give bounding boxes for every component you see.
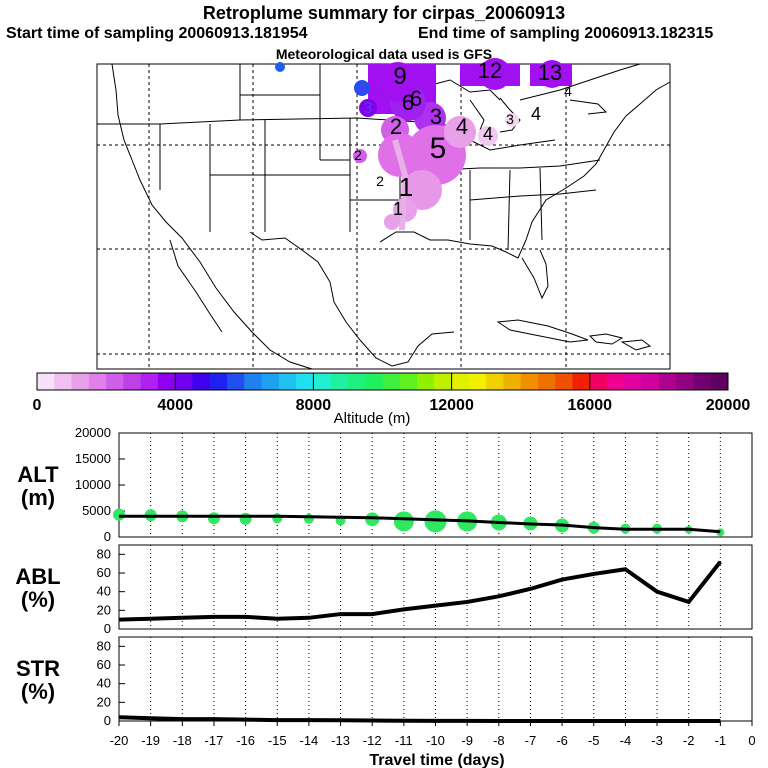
- alt-point: [113, 508, 125, 521]
- x-tick-label: -3: [651, 733, 663, 748]
- met-data-label: Meteorological data used is GFS: [275, 46, 493, 62]
- chart-title: Retroplume summary for cirpas_20060913: [202, 3, 566, 23]
- x-tick-label: -5: [588, 733, 600, 748]
- y-tick-label: 80: [97, 638, 111, 653]
- y-tick-label: 20: [97, 602, 111, 617]
- y-tick-label: 5000: [82, 503, 111, 518]
- x-axis-label: Travel time (days): [369, 752, 504, 768]
- alt-point: [424, 510, 447, 533]
- end-time-label: End time of sampling 20060913.182315: [418, 25, 714, 42]
- x-tick-label: -18: [173, 733, 192, 748]
- y-axis-unit: (m): [21, 485, 55, 510]
- y-tick-label: 0: [104, 529, 111, 544]
- x-tick-label: -1: [715, 733, 727, 748]
- x-tick-label: -9: [461, 733, 473, 748]
- x-tick-label: -8: [493, 733, 505, 748]
- y-tick-label: 40: [97, 676, 111, 691]
- y-tick-label: 60: [97, 657, 111, 672]
- panel-abl: 0 20 40 60 80 ABL(%): [15, 544, 753, 636]
- alt-point: [365, 512, 380, 527]
- alt-median-line: [119, 514, 721, 534]
- alt-point: [207, 512, 220, 525]
- y-tick-label: 0: [104, 621, 111, 636]
- y-tick-label: 10000: [75, 477, 111, 492]
- x-tick-label: -6: [556, 733, 568, 748]
- x-tick-label: -17: [205, 733, 224, 748]
- x-tick-label: -19: [141, 733, 160, 748]
- x-tick-label: -2: [683, 733, 695, 748]
- x-tick-label: -16: [236, 733, 255, 748]
- y-axis-unit: (%): [21, 679, 55, 704]
- x-tick-label: 0: [748, 733, 755, 748]
- start-time-label: Start time of sampling 20060913.181954: [6, 25, 308, 42]
- x-tick-label: -14: [300, 733, 319, 748]
- y-tick-label: 15000: [75, 451, 111, 466]
- str-line: [118, 715, 721, 723]
- panel-str: 0 20 40 60 80 STR(%): [16, 636, 753, 728]
- y-tick-label: 20000: [75, 425, 111, 440]
- x-tick-label: -7: [525, 733, 537, 748]
- y-tick-label: 20: [97, 694, 111, 709]
- y-axis-label: ABL: [15, 564, 60, 589]
- x-tick-label: -10: [426, 733, 445, 748]
- alt-point: [393, 511, 414, 532]
- y-axis-label: STR: [16, 656, 60, 681]
- y-tick-label: 60: [97, 565, 111, 580]
- y-tick-label: 0: [104, 713, 111, 728]
- panel-alt: 0 5000 10000 15000 20000 ALT(m): [17, 425, 753, 544]
- x-tick-label: -4: [620, 733, 632, 748]
- x-tick-label: -13: [331, 733, 350, 748]
- y-axis-unit: (%): [21, 587, 55, 612]
- x-axis: -20 -19 -18 -17 -16 -15 -14 -13 -12 -11 -10 -9 -8 -7-…: [110, 721, 756, 768]
- y-tick-label: 40: [97, 584, 111, 599]
- y-tick-label: 80: [97, 546, 111, 561]
- x-tick-label: -15: [268, 733, 287, 748]
- abl-line: [118, 560, 722, 622]
- y-axis-label: ALT: [17, 462, 59, 487]
- x-tick-label: -20: [110, 733, 129, 748]
- x-tick-label: -12: [363, 733, 382, 748]
- x-tick-label: -11: [395, 733, 413, 748]
- alt-point: [239, 512, 252, 525]
